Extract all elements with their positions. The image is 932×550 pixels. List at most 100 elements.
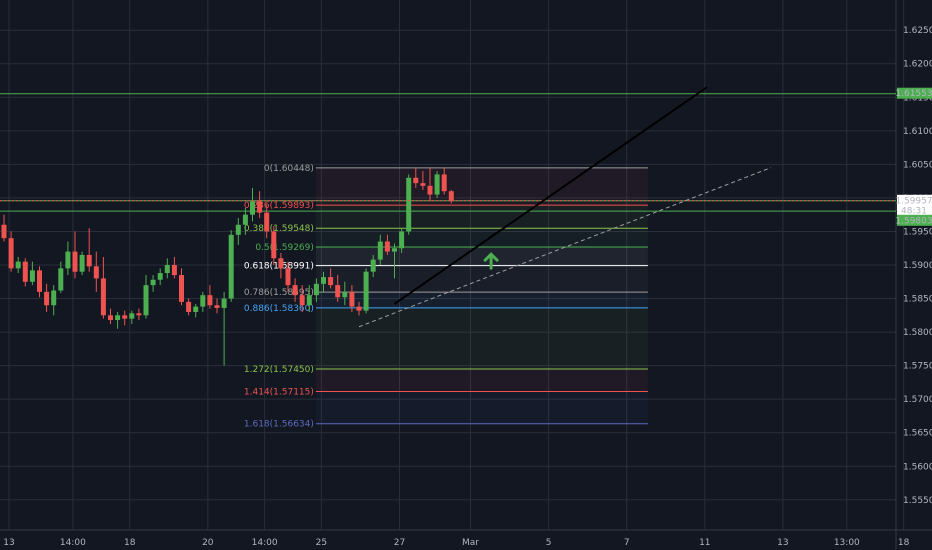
candle-body (299, 295, 305, 306)
candle-body (257, 201, 263, 213)
candle-body (413, 177, 419, 184)
fib-level-label: 0.786(1.58595) (244, 288, 314, 298)
x-tick-label: Mar (462, 538, 479, 548)
fib-level-label: 0.236(1.59893) (244, 201, 314, 211)
candle-body (278, 258, 284, 269)
candle-body (399, 231, 405, 249)
x-tick-label: 20 (202, 538, 214, 548)
candle-body (448, 191, 454, 201)
price-tag-label: 1.59803 (895, 216, 932, 226)
x-tick-label: 14:00 (60, 538, 86, 548)
candle-body (8, 238, 14, 269)
trendline[interactable] (393, 86, 708, 305)
fib-level-label: 1.414(1.57115) (244, 387, 314, 397)
candle-body (143, 285, 149, 316)
candle-body (214, 305, 220, 308)
candle-body (420, 183, 426, 186)
fib-level-label: 0.382(1.59548) (244, 224, 314, 234)
price-tag (897, 194, 932, 206)
candle-body (108, 315, 113, 321)
candle-body (79, 254, 85, 272)
candle-body (200, 295, 206, 307)
fib-zone (315, 167, 648, 206)
x-tick-label: 18 (898, 538, 910, 548)
y-tick-label: 1.59500 (903, 227, 932, 237)
price-tag-label: 1.59957 (895, 196, 932, 206)
candle-body (250, 201, 255, 215)
y-tick-label: 1.55500 (903, 496, 932, 506)
y-tick-label: 1.57500 (903, 362, 932, 372)
candle-body (306, 295, 312, 306)
candle-body (122, 315, 128, 319)
dashed-trendline[interactable] (358, 167, 771, 328)
candle-body (264, 212, 270, 232)
x-tick-label: 13 (777, 538, 788, 548)
candle-body (285, 268, 291, 286)
y-tick-label: 1.58000 (903, 328, 932, 338)
candle-body (1, 224, 7, 239)
fib-zone (315, 307, 648, 369)
candle-body (335, 285, 341, 298)
candle-body (186, 301, 192, 312)
y-tick-label: 1.62500 (903, 26, 932, 36)
y-tick-label: 1.58500 (903, 295, 932, 305)
candle-body (65, 251, 71, 269)
candle-body (392, 248, 397, 252)
candle-body (51, 290, 57, 306)
candle-body (356, 306, 362, 311)
candle-body (292, 285, 298, 296)
candle-body (235, 224, 241, 235)
candle-body (115, 315, 121, 321)
candle-body (44, 291, 50, 306)
candle-body (434, 174, 440, 195)
candle-body (207, 295, 213, 306)
candle-body (377, 241, 383, 260)
price-tag-label: 48:31 (901, 206, 927, 216)
candle-body (328, 277, 334, 286)
price-tag (897, 204, 932, 216)
candle-body (157, 273, 163, 280)
price-tag (897, 87, 932, 99)
x-tick-label: 18 (124, 538, 136, 548)
fib-level-label: 0(1.60448) (264, 164, 314, 174)
candle-body (384, 241, 390, 252)
x-tick-label: 5 (546, 538, 552, 548)
candle-body (193, 306, 199, 312)
y-tick-label: 1.56000 (903, 462, 932, 472)
candle-body (363, 271, 369, 311)
price-tag (897, 214, 932, 226)
x-tick-label: 11 (699, 538, 710, 548)
fib-level-label: 0.5(1.59269) (255, 243, 314, 253)
candle-body (313, 283, 319, 296)
y-tick-label: 1.59000 (903, 261, 932, 271)
fib-level-label: 0.886(1.58360) (244, 304, 314, 314)
x-tick-label: 13:00 (834, 538, 860, 548)
x-tick-label: 14:00 (252, 538, 278, 548)
candle-body (58, 268, 64, 291)
fib-zone (315, 391, 648, 424)
candle-body (93, 266, 99, 279)
fib-level-label: 1.618(1.56634) (244, 420, 314, 430)
candle-body (164, 265, 170, 274)
candle-body (321, 277, 326, 284)
candle-body (242, 214, 248, 225)
y-tick-label: 1.60500 (903, 160, 932, 170)
x-tick-label: 13 (3, 538, 14, 548)
candle-body (427, 185, 433, 195)
candle-body (441, 174, 447, 192)
y-tick-label: 1.57000 (903, 395, 932, 405)
candle-body (22, 261, 28, 282)
candle-body (228, 234, 234, 299)
fib-level-label: 1.272(1.57450) (244, 365, 314, 375)
candle-body (37, 270, 42, 292)
candle-body (171, 265, 177, 276)
y-tick-label: 1.56500 (903, 429, 932, 439)
y-tick-label: 1.61000 (903, 127, 932, 137)
candle-body (342, 291, 348, 298)
candle-body (271, 231, 277, 259)
candle-body (15, 261, 21, 269)
candle-body (406, 177, 412, 232)
